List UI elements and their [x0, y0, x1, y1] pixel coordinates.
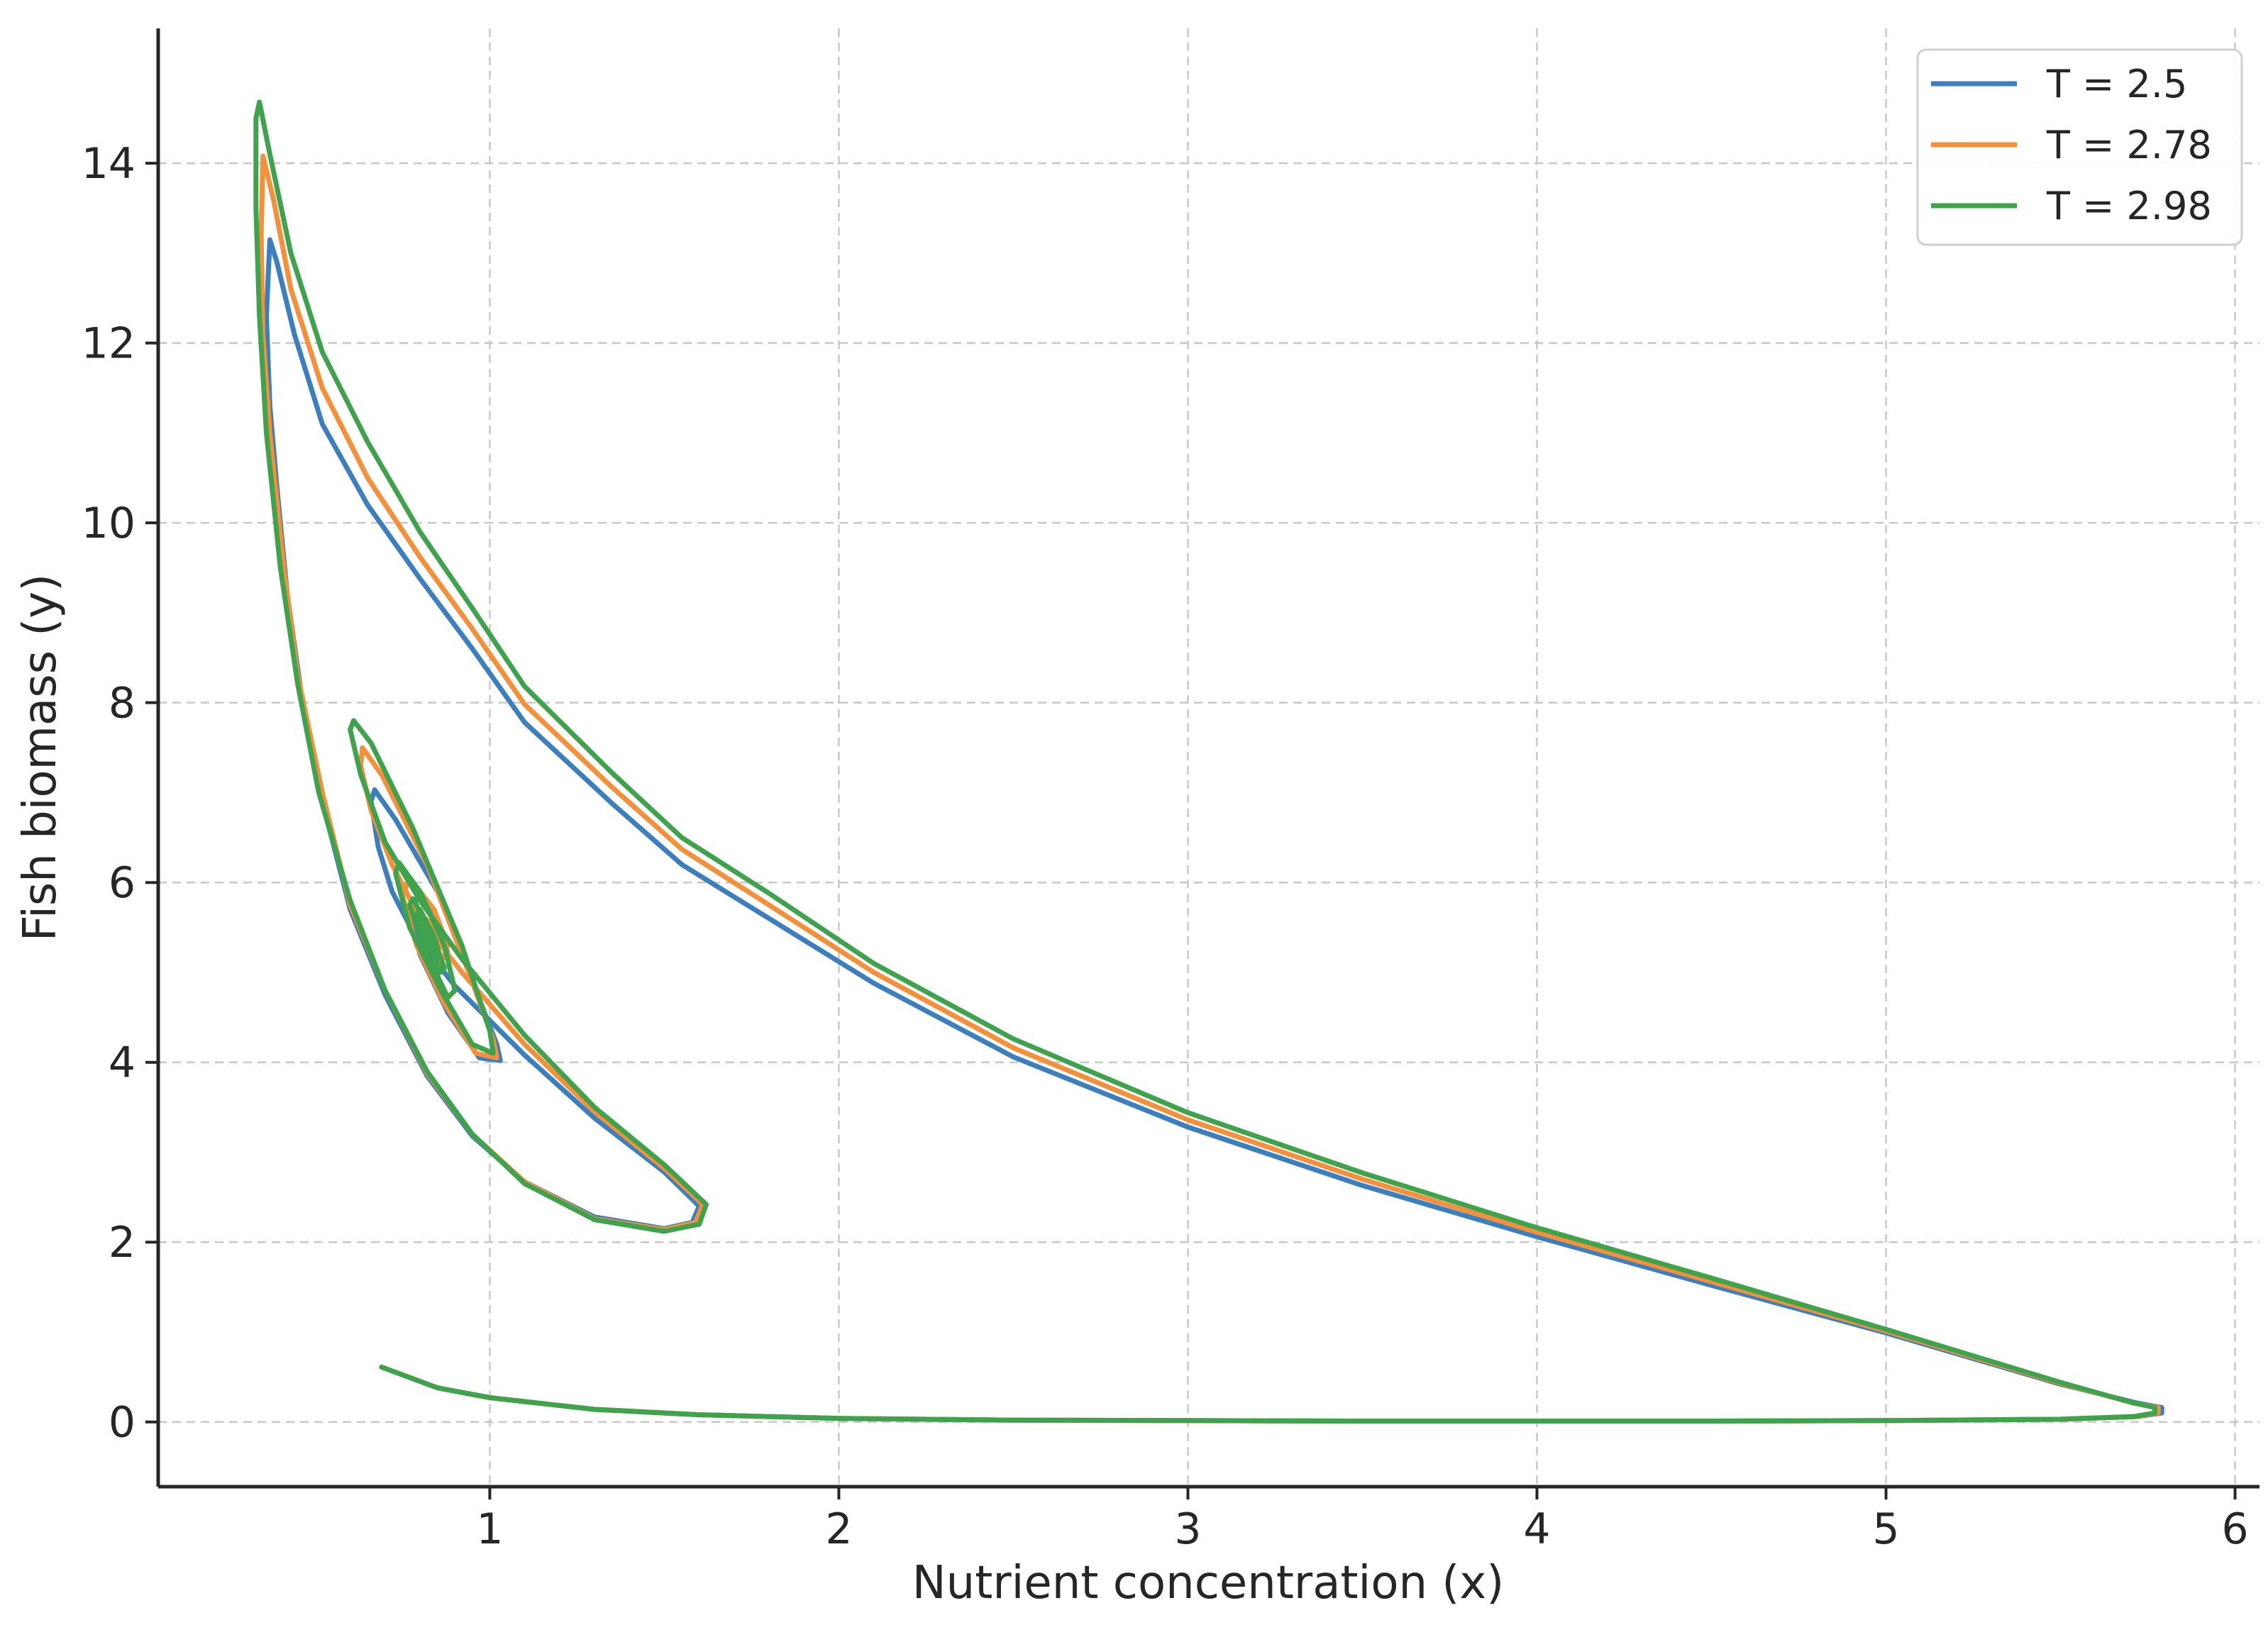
legend-label-2: T = 2.98 [2046, 184, 2212, 228]
y-tick-label: 10 [82, 499, 135, 548]
x-axis-title: Nutrient concentration (x) [912, 1557, 1504, 1609]
grid [158, 28, 2259, 1487]
y-tick-label: 14 [82, 139, 135, 189]
y-tick-label: 0 [109, 1398, 135, 1448]
y-tick-label: 12 [82, 319, 135, 369]
x-tick-label: 3 [1174, 1504, 1201, 1554]
legend-label-1: T = 2.78 [2046, 123, 2212, 167]
y-axis-title: Fish biomass (y) [14, 574, 67, 941]
y-tick-label: 6 [109, 858, 135, 908]
series-lines [253, 99, 2164, 1424]
x-tick-label: 2 [825, 1504, 852, 1554]
x-tick-label: 5 [1872, 1504, 1899, 1554]
legend-label-0: T = 2.5 [2046, 62, 2187, 106]
y-tick-label: 4 [109, 1038, 135, 1088]
legend-frame [1916, 48, 2243, 246]
x-tick-label: 4 [1523, 1504, 1550, 1554]
series-line-2 [253, 99, 2157, 1424]
y-tick-label: 8 [109, 679, 135, 728]
x-tick-label: 1 [476, 1504, 503, 1554]
axes [156, 28, 2259, 1489]
x-tick-label: 6 [2221, 1504, 2248, 1554]
legend: T = 2.5 T = 2.78 T = 2.98 [1916, 48, 2243, 246]
y-tick-label: 2 [109, 1218, 135, 1268]
